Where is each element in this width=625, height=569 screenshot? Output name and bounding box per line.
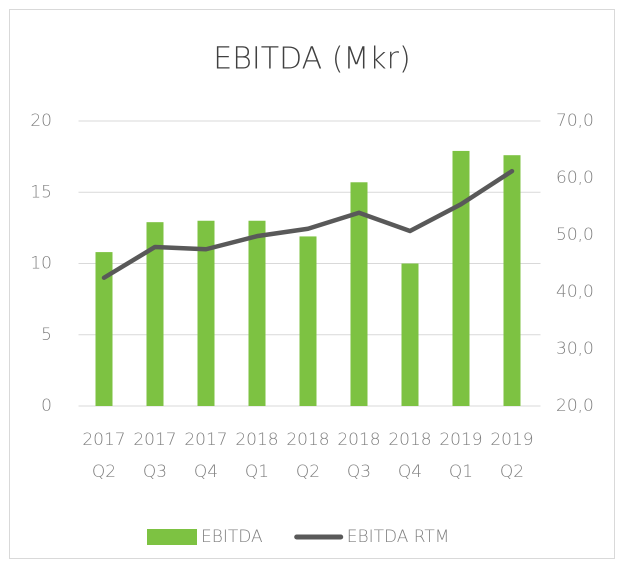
x-tick-label: Q1 — [245, 462, 269, 482]
bar — [248, 220, 266, 406]
x-tick-label: Q4 — [398, 462, 422, 482]
legend-label: EBITDA — [201, 527, 263, 547]
y-tick-label: 10 — [30, 254, 52, 274]
y2-tick-label: 70,0 — [556, 111, 594, 131]
x-tick-label: Q3 — [347, 462, 371, 482]
bar — [197, 220, 215, 406]
x-tick-label: Q1 — [449, 462, 473, 482]
x-tick-label: 2017 — [133, 430, 176, 450]
x-tick-label: 2017 — [82, 430, 125, 450]
y2-tick-label: 50,0 — [556, 225, 594, 245]
x-tick-label: 2019 — [490, 430, 533, 450]
y2-tick-label: 40,0 — [556, 282, 594, 302]
bar — [299, 236, 317, 406]
y2-tick-label: 60,0 — [556, 168, 594, 188]
x-tick-label: 2019 — [439, 430, 482, 450]
chart-title: EBITDA (Mkr) — [213, 42, 410, 77]
x-tick-label: 2017 — [184, 430, 227, 450]
bar — [350, 182, 368, 406]
x-tick-label: 2018 — [235, 430, 278, 450]
bar — [503, 155, 521, 406]
y2-tick-label: 20,0 — [556, 396, 594, 416]
bar — [146, 222, 164, 406]
x-tick-label: Q4 — [194, 462, 218, 482]
bar — [401, 263, 419, 406]
y-tick-label: 15 — [30, 182, 52, 202]
y-tick-label: 20 — [30, 111, 52, 131]
x-tick-label: 2018 — [337, 430, 380, 450]
x-tick-label: Q2 — [92, 462, 116, 482]
x-tick-label: Q2 — [296, 462, 320, 482]
bar — [95, 252, 113, 406]
x-tick-label: Q3 — [143, 462, 167, 482]
x-tick-label: 2018 — [388, 430, 431, 450]
legend-label: EBITDA RTM — [347, 527, 450, 547]
y2-tick-label: 30,0 — [556, 339, 594, 359]
line — [101, 168, 515, 280]
x-tick-label: 2018 — [286, 430, 329, 450]
bar — [452, 150, 470, 406]
y-tick-label: 5 — [41, 325, 52, 345]
legend-swatch — [147, 529, 197, 545]
y-tick-label: 0 — [41, 396, 52, 416]
x-tick-label: Q2 — [500, 462, 524, 482]
